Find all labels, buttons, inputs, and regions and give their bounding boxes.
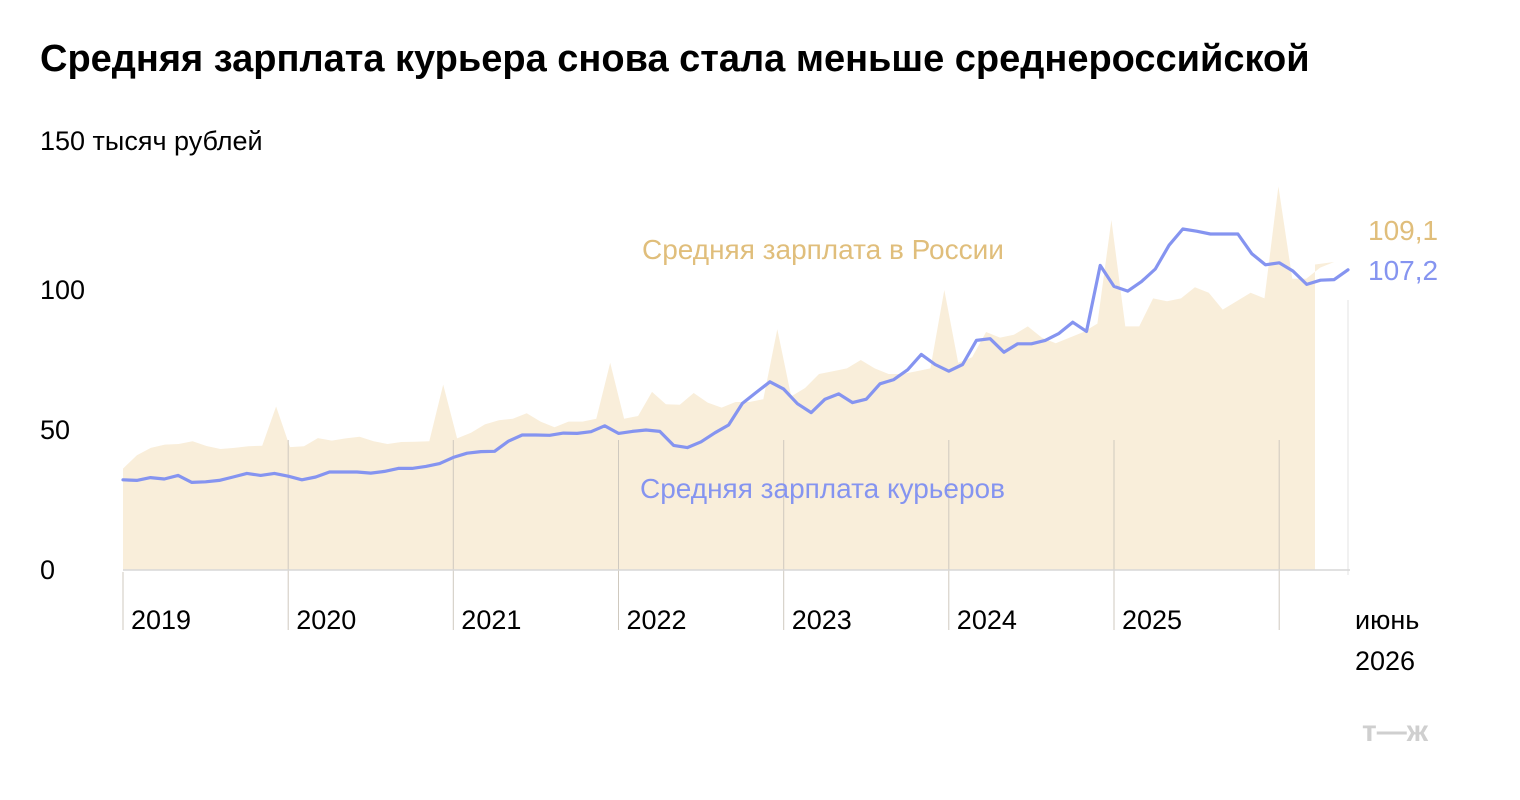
x-tick-label: 2023 xyxy=(792,605,852,635)
courier-wage-line xyxy=(121,227,1350,484)
series-label-russia: Средняя зарплата в России xyxy=(642,234,1004,265)
russia-wage-area xyxy=(123,186,1335,570)
x-tick-label: 2024 xyxy=(957,605,1017,635)
logo-icon: т—ж xyxy=(1362,715,1429,748)
area-layer xyxy=(123,186,1335,570)
x-end-label-month: июнь xyxy=(1355,605,1419,635)
label-layer: Средняя зарплата в России 109,1 Средняя за… xyxy=(640,215,1438,504)
x-end-label-year: 2026 xyxy=(1355,646,1415,676)
y-tick-label: 50 xyxy=(40,415,70,445)
x-tick-label: 2020 xyxy=(296,605,356,635)
year-divider-layer xyxy=(122,300,1349,630)
y-tick-label: 100 xyxy=(40,275,85,305)
chart-title: Средняя зарплата курьера снова стала мен… xyxy=(40,38,1310,80)
y-unit-label: 150 тысяч рублей xyxy=(40,126,263,156)
series-label-couriers: Средняя зарплата курьеров xyxy=(640,473,1005,504)
y-tick-label: 0 xyxy=(40,555,55,585)
last-value-couriers: 107,2 xyxy=(1368,255,1438,286)
last-value-russia: 109,1 xyxy=(1368,215,1438,246)
line-layer xyxy=(121,227,1350,484)
x-tick-label: 2021 xyxy=(461,605,521,635)
x-tick-label: 2022 xyxy=(627,605,687,635)
axis-layer: 0 50 100 2019 2020 2021 2022 2023 2024 2025 июнь 20… xyxy=(40,275,1419,676)
x-tick-label: 2019 xyxy=(131,605,191,635)
x-tick-label: 2025 xyxy=(1122,605,1182,635)
